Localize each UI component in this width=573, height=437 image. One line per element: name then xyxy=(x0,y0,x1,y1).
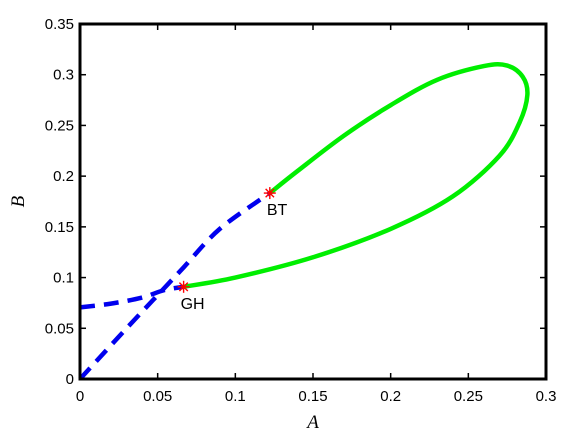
tick-labels-layer: 0 0.05 0.1 0.15 0.2 0.25 0.3 0 0.05 0.1 0.15 0.2 0.2… xyxy=(45,16,557,405)
y-axis-label: B xyxy=(8,195,29,207)
x-axis-label: A xyxy=(305,412,319,433)
ticks-layer xyxy=(79,23,547,380)
y-tick-label: 0.2 xyxy=(53,168,74,185)
dashed-curve-0 xyxy=(78,191,272,381)
x-tick-label: 0 xyxy=(76,388,84,405)
marker-label-bt: BT xyxy=(267,202,288,219)
x-tick-label: 0.1 xyxy=(225,388,246,405)
curves-layer xyxy=(78,62,530,381)
x-tick-label: 0.3 xyxy=(536,388,557,405)
solid-curve-2 xyxy=(183,62,530,290)
x-tick-label: 0.2 xyxy=(380,388,401,405)
marker-gh xyxy=(177,280,190,293)
x-tick-label: 0.25 xyxy=(454,388,483,405)
marker-label-gh: GH xyxy=(181,296,205,313)
y-tick-label: 0.25 xyxy=(45,117,74,134)
x-tick-label: 0.05 xyxy=(143,388,172,405)
dashed-curve-1 xyxy=(79,284,185,310)
marker-bt xyxy=(263,187,276,200)
x-tick-label: 0.15 xyxy=(298,388,327,405)
y-tick-label: 0.05 xyxy=(45,320,74,337)
y-tick-label: 0.3 xyxy=(53,67,74,84)
markers-layer: BT GH xyxy=(177,187,288,313)
y-tick-label: 0 xyxy=(66,371,74,388)
y-tick-label: 0.15 xyxy=(45,219,74,236)
y-tick-label: 0.35 xyxy=(45,16,74,33)
y-tick-label: 0.1 xyxy=(53,270,74,287)
